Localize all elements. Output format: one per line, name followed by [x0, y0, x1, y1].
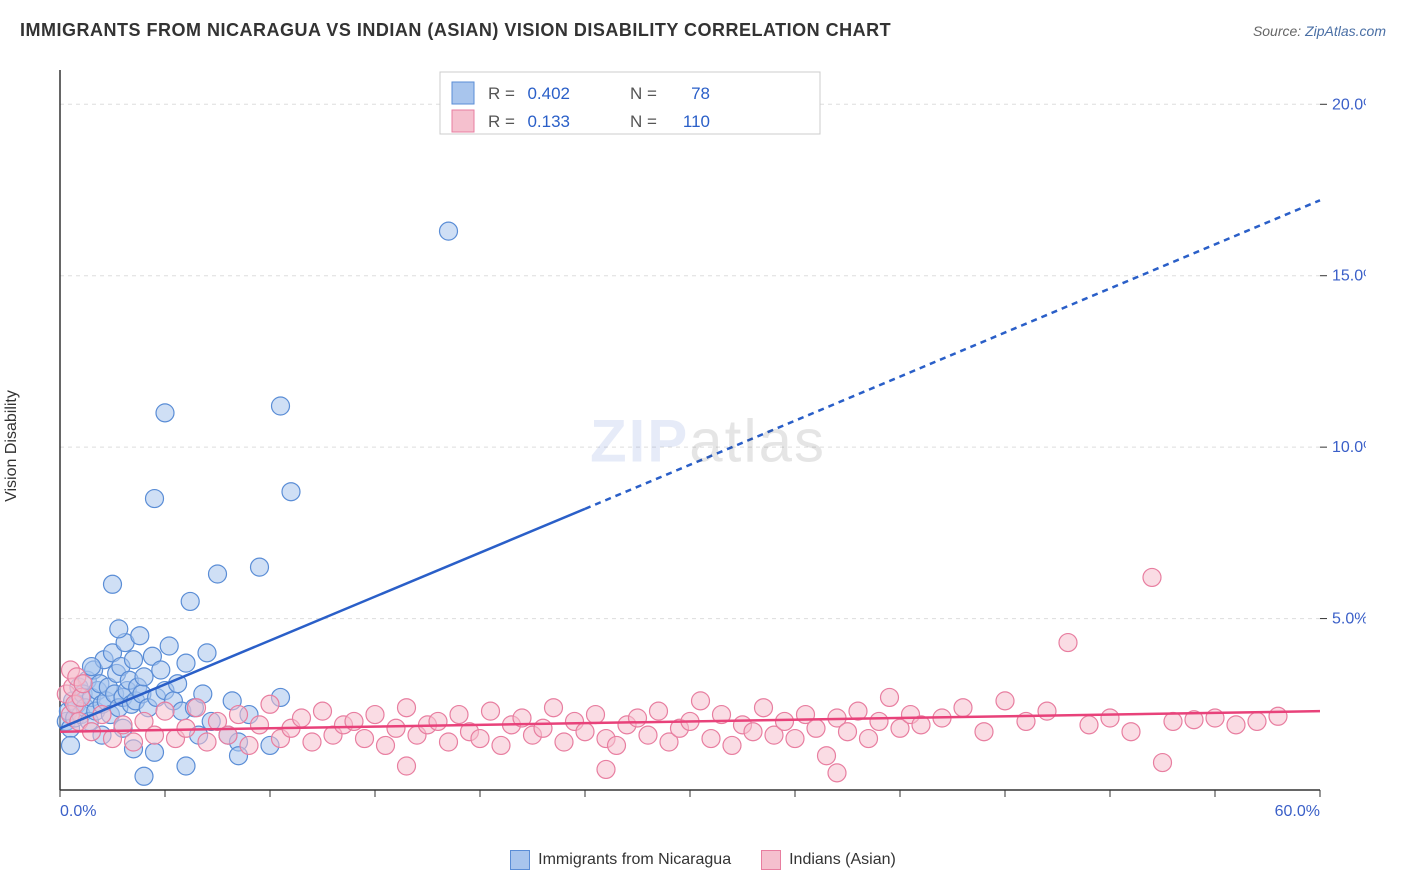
y-axis-label: Vision Disability [3, 390, 21, 502]
svg-text:R =: R = [488, 84, 515, 103]
svg-text:5.0%: 5.0% [1332, 611, 1366, 628]
bottom-legend: Immigrants from Nicaragua Indians (Asian… [0, 850, 1406, 870]
legend-item-nicaragua: Immigrants from Nicaragua [510, 850, 731, 870]
svg-text:15.0%: 15.0% [1332, 268, 1366, 285]
chart-title: IMMIGRANTS FROM NICARAGUA VS INDIAN (ASI… [20, 20, 891, 41]
svg-text:0.402: 0.402 [527, 84, 570, 103]
plot-area: 0.0% 60.0% 5.0% 10.0% 15.0% 20.0% R = 0.402 N = 7… [50, 60, 1366, 822]
chart-container: IMMIGRANTS FROM NICARAGUA VS INDIAN (ASI… [0, 0, 1406, 892]
legend-swatch-indians [761, 850, 781, 870]
scatter-chart: 0.0% 60.0% 5.0% 10.0% 15.0% 20.0% R = 0.402 N = 7… [50, 60, 1366, 822]
source-link[interactable]: ZipAtlas.com [1305, 23, 1386, 39]
svg-text:N =: N = [630, 112, 657, 131]
svg-text:20.0%: 20.0% [1332, 96, 1366, 113]
svg-text:0.133: 0.133 [527, 112, 570, 131]
source-attribution: Source: ZipAtlas.com [1253, 23, 1386, 39]
source-prefix: Source: [1253, 23, 1305, 39]
svg-text:78: 78 [691, 84, 710, 103]
title-bar: IMMIGRANTS FROM NICARAGUA VS INDIAN (ASI… [20, 20, 1386, 41]
svg-text:110: 110 [683, 112, 710, 131]
svg-text:0.0%: 0.0% [60, 803, 96, 820]
legend-swatch-nicaragua [510, 850, 530, 870]
svg-text:10.0%: 10.0% [1332, 439, 1366, 456]
legend-label-nicaragua: Immigrants from Nicaragua [538, 851, 731, 869]
svg-text:60.0%: 60.0% [1275, 803, 1320, 820]
legend-label-indians: Indians (Asian) [789, 851, 896, 869]
legend-item-indians: Indians (Asian) [761, 850, 896, 870]
svg-text:N =: N = [630, 84, 657, 103]
svg-text:R =: R = [488, 112, 515, 131]
